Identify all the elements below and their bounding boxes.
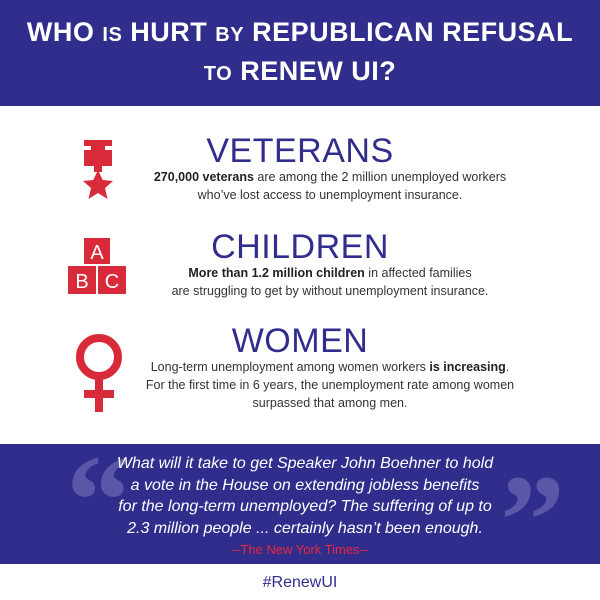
women-section: WOMEN Long-term unemployment among women… [0,320,600,420]
women-body: Long-term unemployment among women worke… [120,358,540,412]
medal-icon [83,140,113,199]
header-title-run: HURT [122,17,216,47]
abc-blocks-icon: A B C [68,238,126,294]
body-text: are struggling to get by without unemplo… [171,284,489,298]
body-line: 270,000 veterans are among the 2 million… [120,168,540,186]
block-letter-a: A [90,242,104,264]
header-title-run: REPUBLICAN REFUSAL [244,17,574,47]
quote-line: a vote in the House on extending jobless… [130,476,480,494]
body-line: More than 1.2 million children in affect… [120,264,540,282]
header-title-run: RENEW UI? [232,56,397,86]
body-text: are among the 2 million unemployed worke… [253,170,507,184]
body-emphasis: More than 1.2 million children [188,266,365,280]
body-line: who’ve lost access to unemployment insur… [120,186,540,204]
body-text: . [505,360,510,374]
header-banner: WHO IS HURT BY REPUBLICAN REFUSAL TO REN… [0,0,600,106]
veterans-body: 270,000 veterans are among the 2 million… [120,168,540,204]
body-line: surpassed that among men. [120,394,540,412]
block-letter-b: B [75,271,88,293]
body-emphasis: is increasing [429,360,506,374]
body-text: For the first time in 6 years, the unemp… [145,378,515,392]
body-text: Long-term unemployment among women worke… [150,360,430,374]
children-heading: CHILDREN [211,228,389,266]
close-quote-icon: ” [500,449,565,593]
body-text: surpassed that among men. [252,396,408,410]
body-line: are struggling to get by without unemplo… [120,282,540,300]
children-section: A B C CHILDREN More than 1.2 million chi… [0,226,600,306]
quote-text: What will it take to get Speaker John Bo… [95,453,515,539]
body-text: who’ve lost access to unemployment insur… [197,188,463,202]
quote-line: for the long-term unemployed? The suffer… [118,498,492,515]
block-letter-c: C [105,271,119,293]
header-title-line-1: WHO IS HURT BY REPUBLICAN REFUSAL [27,14,573,53]
header-title-run: BY [215,24,245,46]
veterans-section: VETERANS 270,000 veterans are among the … [0,130,600,210]
header-title-run: WHO [26,17,103,47]
veterans-heading: VETERANS [206,132,394,170]
open-quote-icon: “ [66,429,131,573]
body-line: Long-term unemployment among women worke… [120,358,540,376]
quote-source: --The New York Times-- [231,542,369,557]
women-heading: WOMEN [231,322,369,360]
body-emphasis: 270,000 veterans [153,170,254,184]
hashtag[interactable]: #RenewUI [262,574,338,591]
header-title-run: TO [203,63,233,85]
body-line: For the first time in 6 years, the unemp… [120,376,540,394]
female-symbol-icon [76,334,122,412]
quote-line: What will it take to get Speaker John Bo… [116,455,494,472]
body-text: in affected families [364,266,472,280]
quote-line: 2.3 million people ... certainly hasn’t … [127,519,483,537]
children-body: More than 1.2 million children in affect… [120,264,540,300]
header-title-run: IS [102,24,123,46]
quote-band: “ ” What will it take to get Speaker Joh… [0,436,600,586]
header-title-line-2: TO RENEW UI? [204,53,396,92]
